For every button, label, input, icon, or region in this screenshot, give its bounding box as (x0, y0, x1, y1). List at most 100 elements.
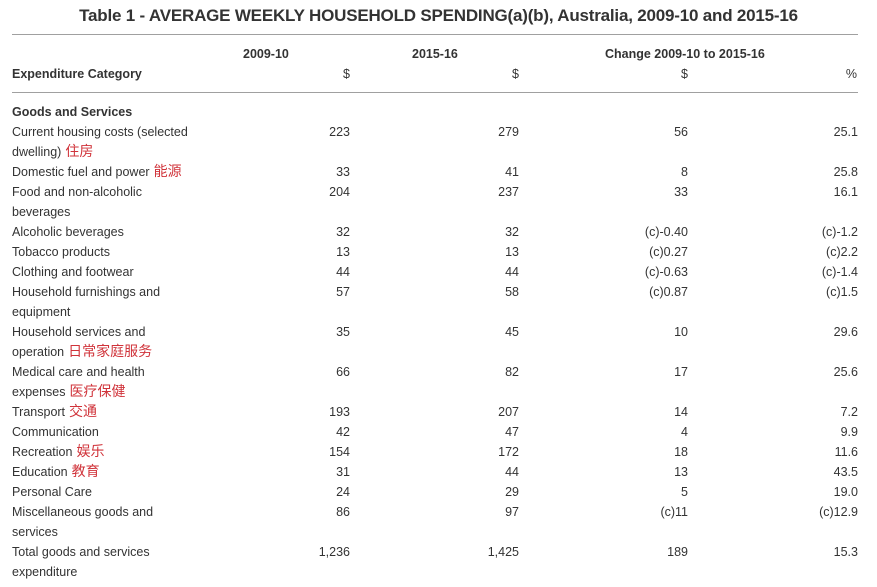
change-dollar: 10 (674, 325, 688, 339)
change-percent: 29.6 (833, 325, 858, 339)
change-dollar: 4 (681, 425, 688, 439)
change-dollar: 8 (681, 165, 688, 179)
change-dollar: (c)0.87 (649, 285, 688, 299)
category-label: Household services and operation (12, 325, 146, 359)
value-2009-10: 193 (329, 405, 350, 419)
category-label: Transport (12, 405, 66, 419)
value-2015-16: 97 (505, 505, 519, 519)
value-2009-10: 24 (336, 485, 350, 499)
table-row: Transport 交通 193 207 14 7.2 (12, 402, 858, 422)
table-row: Medical care and health expenses 医疗保健 66 … (12, 362, 858, 402)
chinese-annotation: 日常家庭服务 (68, 344, 153, 360)
value-2015-16: 41 (505, 165, 519, 179)
value-2009-10: 66 (336, 365, 350, 379)
category-label: Personal Care (12, 485, 92, 499)
value-2009-10: 42 (336, 425, 350, 439)
category-cell: Transport 交通 (12, 402, 192, 422)
value-2015-16: 1,425 (487, 545, 519, 559)
category-label: Medical care and health expenses (12, 365, 145, 399)
table-row: Total goods and services expenditure 1,2… (12, 542, 858, 582)
change-percent: (c)1.5 (826, 285, 858, 299)
value-2015-16: 44 (505, 265, 519, 279)
table-row: Communication 42 47 4 9.9 (12, 422, 858, 442)
chinese-annotation: 住房 (65, 144, 94, 160)
category-cell: Education 教育 (12, 462, 192, 482)
category-label: Current housing costs (selected dwelling… (12, 125, 188, 159)
chinese-annotation: 娱乐 (76, 444, 105, 460)
value-2009-10: 13 (336, 245, 350, 259)
category-label: Household furnishings and equipment (12, 285, 161, 319)
category-label: Recreation (12, 445, 73, 459)
header-2009-10: 2009-10 (243, 47, 289, 61)
value-2015-16: 279 (498, 125, 519, 139)
value-2015-16: 47 (505, 425, 519, 439)
value-2015-16: 237 (498, 185, 519, 199)
change-percent: 16.1 (833, 185, 858, 199)
value-2009-10: 35 (336, 325, 350, 339)
category-cell: Alcoholic beverages (12, 222, 192, 242)
value-2015-16: 44 (505, 465, 519, 479)
chinese-annotation: 教育 (71, 464, 100, 480)
value-2015-16: 45 (505, 325, 519, 339)
value-2009-10: 204 (329, 185, 350, 199)
change-percent: 25.8 (833, 165, 858, 179)
value-2015-16: 58 (505, 285, 519, 299)
spending-table: Goods and Services Current housing costs… (12, 102, 858, 582)
category-cell: Personal Care (12, 482, 192, 502)
value-2009-10: 86 (336, 505, 350, 519)
table-row: Clothing and footwear 44 44 (c)-0.63 (c)… (12, 262, 858, 282)
chinese-annotation: 医疗保健 (69, 384, 126, 400)
change-dollar: 189 (667, 545, 688, 559)
table-row: Miscellaneous goods and services 86 97 (… (12, 502, 858, 542)
header-2015-16: 2015-16 (412, 47, 458, 61)
table-row: Household furnishings and equipment 57 5… (12, 282, 858, 322)
table-row: Personal Care 24 29 5 19.0 (12, 482, 858, 502)
change-percent: (c)2.2 (826, 245, 858, 259)
table-row: Recreation 娱乐 154 172 18 11.6 (12, 442, 858, 462)
value-2009-10: 223 (329, 125, 350, 139)
unit-change-dollar: $ (681, 67, 688, 81)
table-title: Table 1 - AVERAGE WEEKLY HOUSEHOLD SPEND… (79, 6, 798, 25)
value-2015-16: 29 (505, 485, 519, 499)
table-row: Education 教育 31 44 13 43.5 (12, 462, 858, 482)
table-row: Domestic fuel and power 能源 33 41 8 25.8 (12, 162, 858, 182)
change-percent: (c)12.9 (819, 505, 858, 519)
category-label: Total goods and services expenditure (12, 545, 150, 579)
change-percent: 15.3 (833, 545, 858, 559)
change-dollar: 13 (674, 465, 688, 479)
change-dollar: (c)-0.63 (644, 265, 688, 279)
value-2009-10: 32 (336, 225, 350, 239)
unit-2015-dollar: $ (512, 67, 519, 81)
table-row: Current housing costs (selected dwelling… (12, 122, 858, 162)
table-row: Tobacco products 13 13 (c)0.27 (c)2.2 (12, 242, 858, 262)
change-percent: 43.5 (833, 465, 858, 479)
section-row: Goods and Services (12, 102, 858, 122)
category-cell: Recreation 娱乐 (12, 442, 192, 462)
category-cell: Household services and operation 日常家庭服务 (12, 322, 192, 362)
category-label: Communication (12, 425, 99, 439)
category-label: Food and non-alcoholic beverages (12, 185, 142, 219)
change-percent: 19.0 (833, 485, 858, 499)
change-dollar: 5 (681, 485, 688, 499)
category-label: Tobacco products (12, 245, 110, 259)
change-dollar: 17 (674, 365, 688, 379)
header-divider (12, 92, 858, 93)
unit-2009-dollar: $ (343, 67, 350, 81)
value-2015-16: 13 (505, 245, 519, 259)
change-percent: 7.2 (840, 405, 858, 419)
category-cell: Miscellaneous goods and services (12, 502, 192, 542)
change-dollar: 33 (674, 185, 688, 199)
category-label: Alcoholic beverages (12, 225, 124, 239)
value-2015-16: 207 (498, 405, 519, 419)
change-dollar: (c)-0.40 (644, 225, 688, 239)
header-expenditure-category: Expenditure Category (12, 67, 142, 81)
chinese-annotation: 交通 (69, 404, 98, 420)
category-cell: Food and non-alcoholic beverages (12, 182, 192, 222)
chinese-annotation: 能源 (153, 164, 182, 180)
category-cell: Current housing costs (selected dwelling… (12, 122, 192, 162)
change-percent: 9.9 (840, 425, 858, 439)
category-label: Domestic fuel and power (12, 165, 150, 179)
table-row: Food and non-alcoholic beverages 204 237… (12, 182, 858, 222)
value-2009-10: 44 (336, 265, 350, 279)
value-2009-10: 33 (336, 165, 350, 179)
